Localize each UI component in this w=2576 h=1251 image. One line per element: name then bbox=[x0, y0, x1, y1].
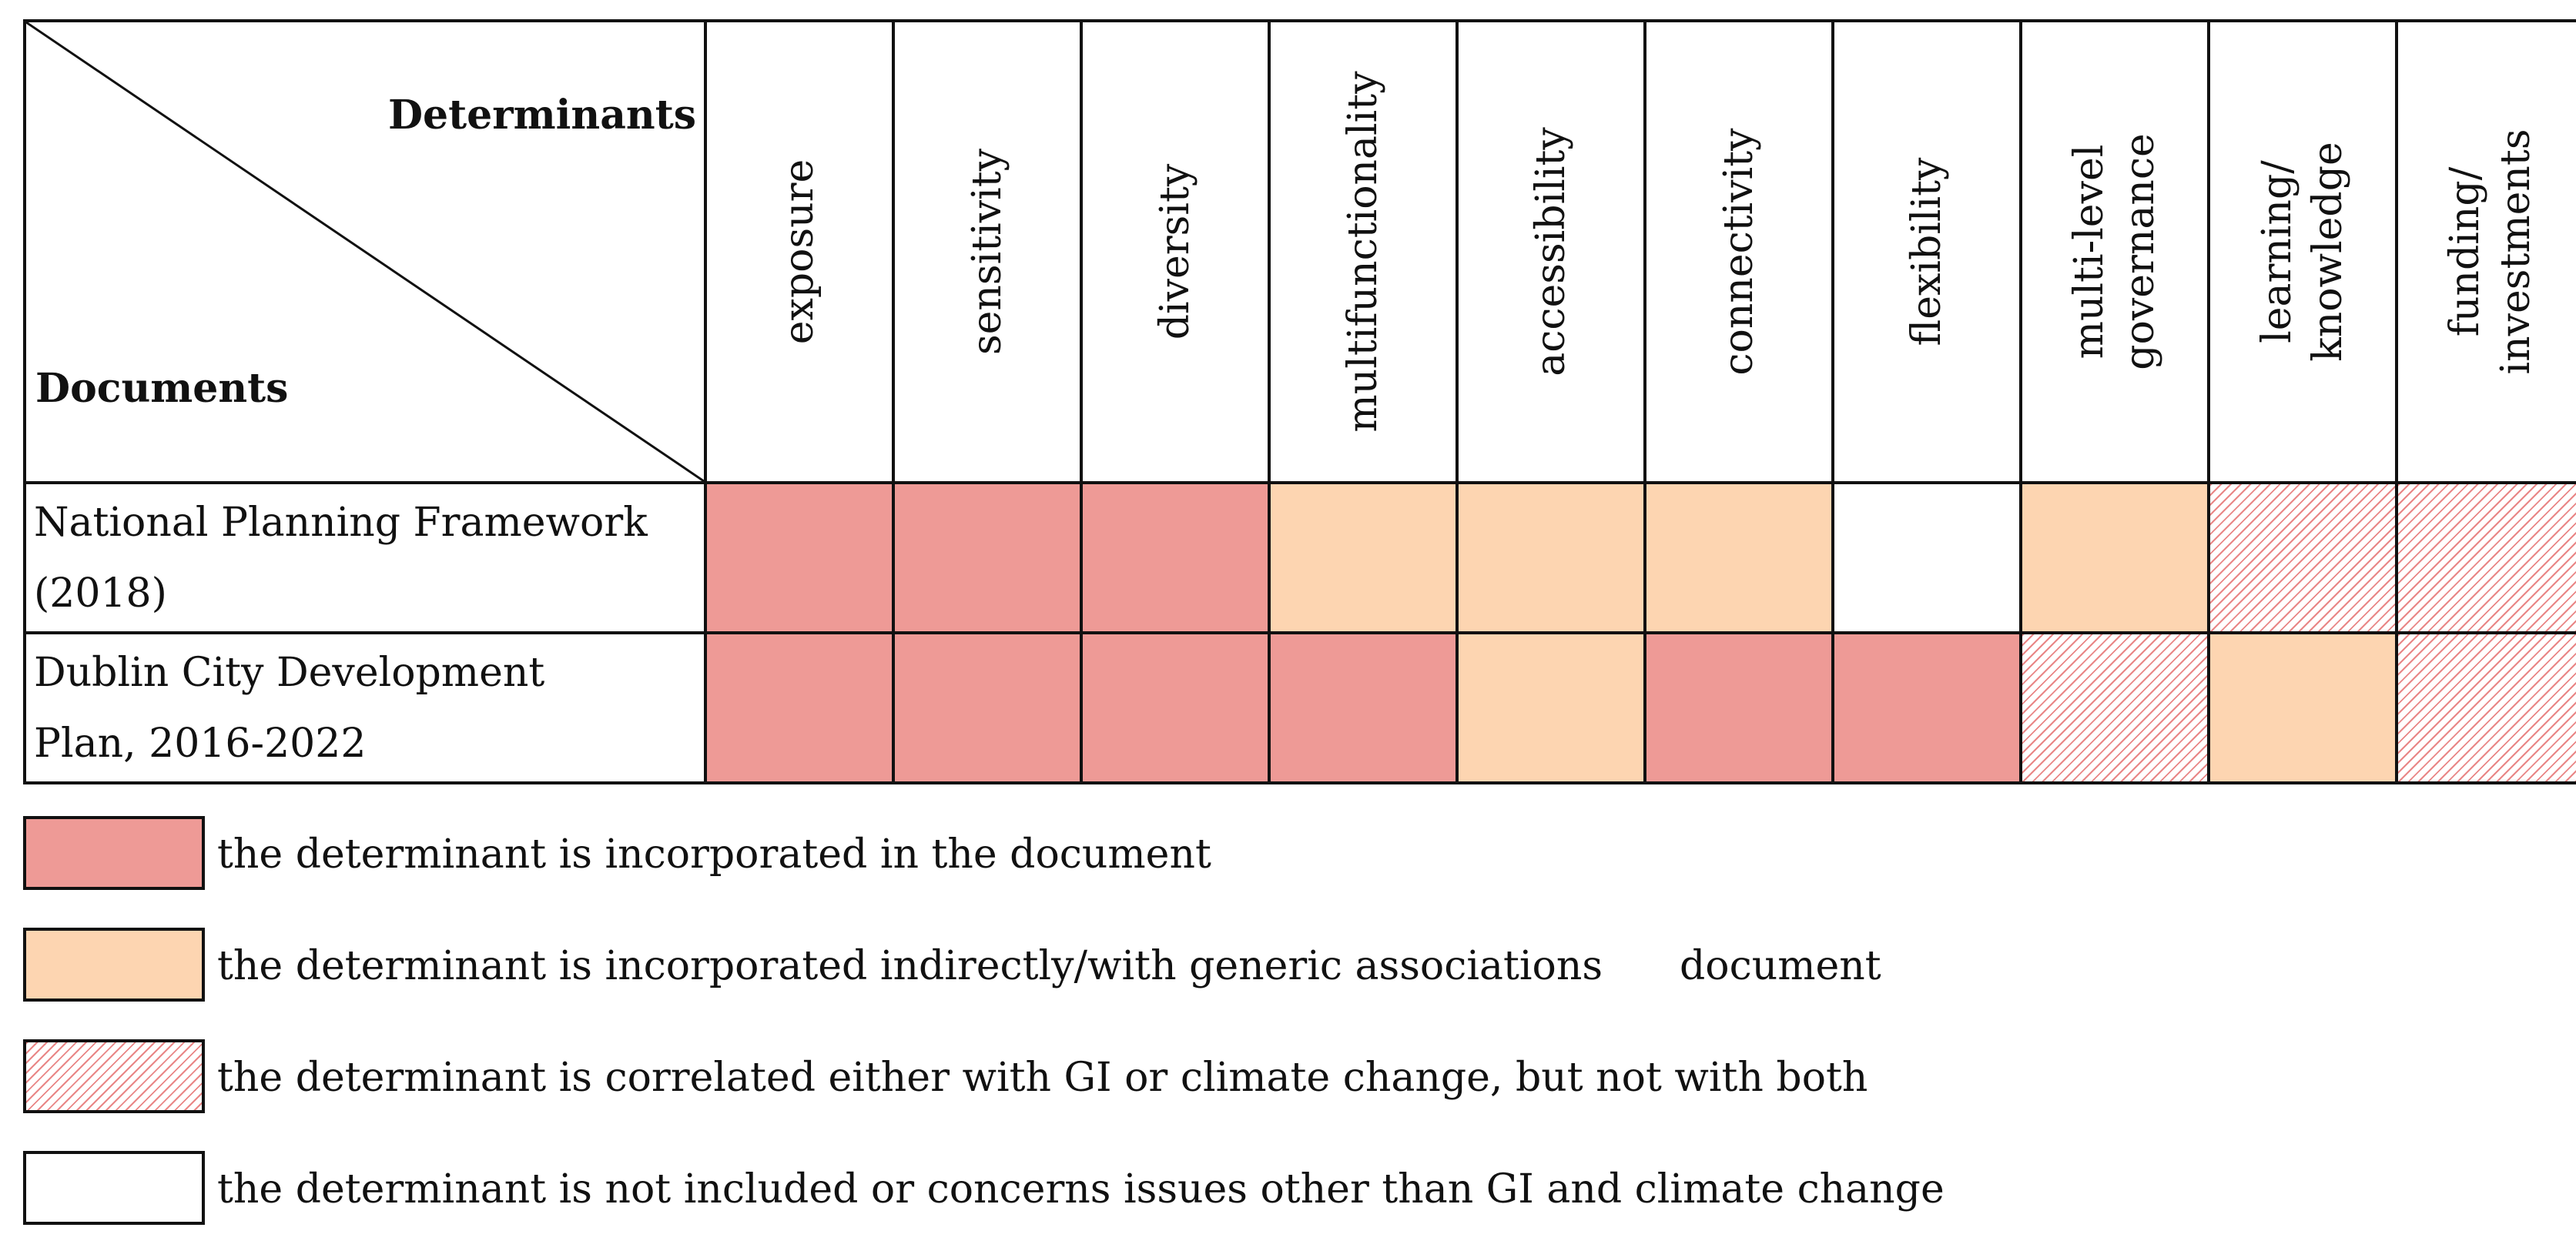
column-header-line: exposure bbox=[776, 159, 822, 345]
status-cell bbox=[1455, 481, 1646, 634]
corner-top-label: Determinants bbox=[387, 92, 696, 139]
legend-label: the determinant is not included or conce… bbox=[217, 1166, 1945, 1213]
legend-swatch bbox=[23, 928, 205, 1002]
column-header: multi-level governance bbox=[2019, 19, 2210, 484]
row-header: National Planning Framework (2018) bbox=[23, 481, 707, 634]
column-header-line: multifunctionality bbox=[1340, 71, 1386, 433]
row-header: Dublin City Development Plan, 2016-2022 bbox=[23, 631, 707, 784]
column-header-line: investments bbox=[2493, 129, 2539, 375]
column-header: multifunctionality bbox=[1268, 19, 1459, 484]
header-row: Determinants Documents exposure sensitiv… bbox=[23, 19, 2576, 484]
status-cell bbox=[2207, 481, 2398, 634]
column-header: connectivity bbox=[1643, 19, 1834, 484]
legend-item: the determinant is not included or conce… bbox=[23, 1151, 2487, 1229]
status-cell bbox=[704, 631, 895, 784]
column-header-line: sensitivity bbox=[964, 148, 1010, 356]
legend-swatch bbox=[23, 1151, 205, 1225]
column-header: learning/knowledge bbox=[2207, 19, 2398, 484]
legend-label: the determinant is incorporated indirect… bbox=[217, 943, 1603, 989]
status-cell bbox=[1080, 631, 1271, 784]
row-header-line: (2018) bbox=[34, 570, 167, 617]
column-header-line: diversity bbox=[1152, 163, 1198, 340]
column-header-line: accessibility bbox=[1528, 127, 1574, 376]
status-cell bbox=[1268, 481, 1459, 634]
column-header-line: connectivity bbox=[1716, 128, 1762, 376]
column-header: exposure bbox=[704, 19, 895, 484]
column-header-line: multi-level bbox=[2066, 144, 2112, 360]
legend-item: the determinant is incorporated indirect… bbox=[23, 928, 2487, 1006]
status-cell bbox=[892, 631, 1083, 784]
legend-item: the determinant is incorporated in the d… bbox=[23, 816, 2487, 895]
status-cell bbox=[892, 481, 1083, 634]
column-header: diversity bbox=[1080, 19, 1271, 484]
legend-swatch bbox=[23, 1039, 205, 1113]
row-header-line: Plan, 2016-2022 bbox=[34, 720, 367, 767]
corner-cell: Determinants Documents bbox=[23, 19, 707, 484]
row-header-line: National Planning Framework bbox=[34, 499, 648, 546]
status-cell bbox=[2019, 481, 2210, 634]
status-cell bbox=[2395, 481, 2576, 634]
column-header: sensitivity bbox=[892, 19, 1083, 484]
column-header-line: governance bbox=[2117, 133, 2163, 370]
table-row: Dublin City Development Plan, 2016-2022 bbox=[23, 631, 2576, 784]
corner-bottom-label: Documents bbox=[35, 365, 289, 412]
status-cell bbox=[704, 481, 895, 634]
column-header: funding/investments bbox=[2395, 19, 2576, 484]
column-header-line: knowledge bbox=[2305, 142, 2351, 362]
status-cell bbox=[1455, 631, 1646, 784]
status-cell bbox=[1643, 631, 1834, 784]
legend-swatch bbox=[23, 816, 205, 890]
column-header: accessibility bbox=[1455, 19, 1646, 484]
legend-item: the determinant is correlated either wit… bbox=[23, 1039, 2487, 1118]
row-header-line: Dublin City Development bbox=[34, 649, 545, 696]
status-cell bbox=[1268, 631, 1459, 784]
status-cell bbox=[2207, 631, 2398, 784]
table-row: National Planning Framework (2018) bbox=[23, 481, 2576, 634]
status-cell bbox=[2395, 631, 2576, 784]
legend-label-extra: document bbox=[1680, 943, 1881, 989]
column-header: flexibility bbox=[1831, 19, 2022, 484]
legend-label: the determinant is incorporated in the d… bbox=[217, 831, 1211, 878]
status-cell bbox=[1643, 481, 1834, 634]
status-cell bbox=[1831, 631, 2022, 784]
corner-diagonal bbox=[26, 22, 704, 481]
status-cell bbox=[1080, 481, 1271, 634]
legend-label: the determinant is correlated either wit… bbox=[217, 1055, 1868, 1101]
column-header-line: funding/ bbox=[2442, 166, 2488, 337]
column-header-line: flexibility bbox=[1904, 157, 1950, 346]
status-cell bbox=[2019, 631, 2210, 784]
determinants-matrix: Determinants Documents exposure sensitiv… bbox=[23, 19, 2576, 784]
status-cell bbox=[1831, 481, 2022, 634]
column-header-line: learning/ bbox=[2254, 160, 2300, 343]
